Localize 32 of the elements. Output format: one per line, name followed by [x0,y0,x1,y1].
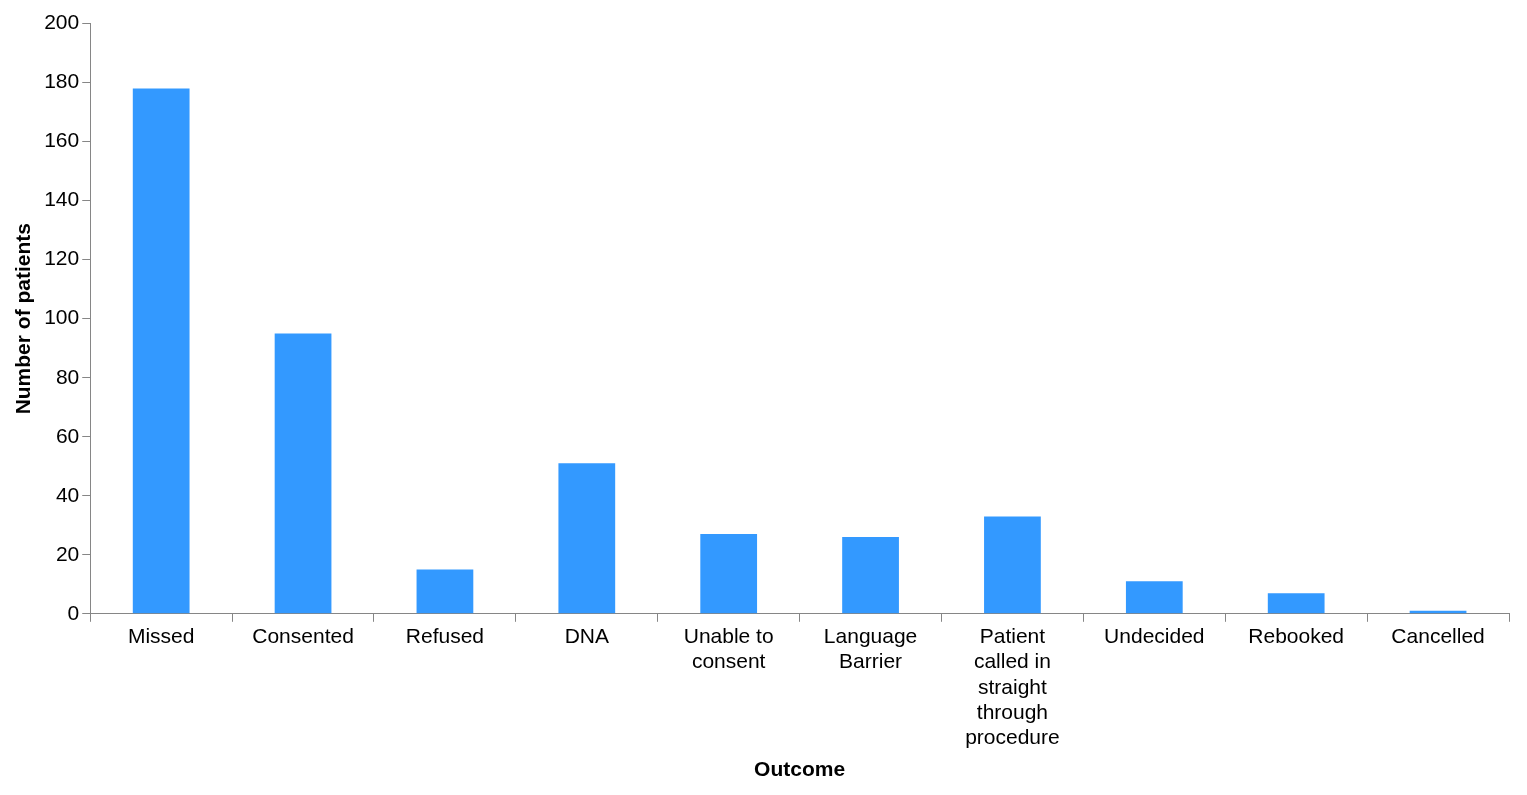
x-tick-label: DNA [564,624,609,648]
x-tick-label: Refused [405,624,485,648]
x-tick-label: Patient called in straight through procedure [965,624,1060,748]
x-tick-label: Language Barrier [823,624,918,673]
x-tick-label: Unable to consent [683,624,774,673]
y-tick-label: 180 [44,69,80,93]
bar [274,333,332,614]
y-tick-label: 120 [44,246,80,270]
y-tick-label: 100 [44,305,80,329]
y-tick-label: 160 [44,128,80,152]
bar [984,516,1041,614]
bar [132,88,190,614]
bar [558,463,616,614]
y-tick-label: 0 [67,600,80,624]
x-tick-label: Undecided [1104,624,1205,648]
bar [700,534,758,614]
y-tick-label: 60 [55,423,80,447]
y-axis-title: Number of patients [11,223,35,415]
y-tick-label: 20 [55,541,80,565]
bar [842,537,899,614]
bar [1267,593,1325,614]
x-axis-title: Outcome [754,757,846,781]
bar [1125,581,1183,614]
y-tick-label: 140 [44,187,80,211]
y-tick-label: 80 [55,364,80,388]
x-tick-label: Cancelled [1391,624,1485,648]
bar [416,569,474,614]
y-tick-label: 40 [55,482,80,506]
y-tick-label: 200 [44,10,80,34]
x-tick-label: Missed [127,624,195,648]
x-tick-label: Rebooked [1248,624,1345,648]
x-tick-label: Consented [252,624,354,648]
